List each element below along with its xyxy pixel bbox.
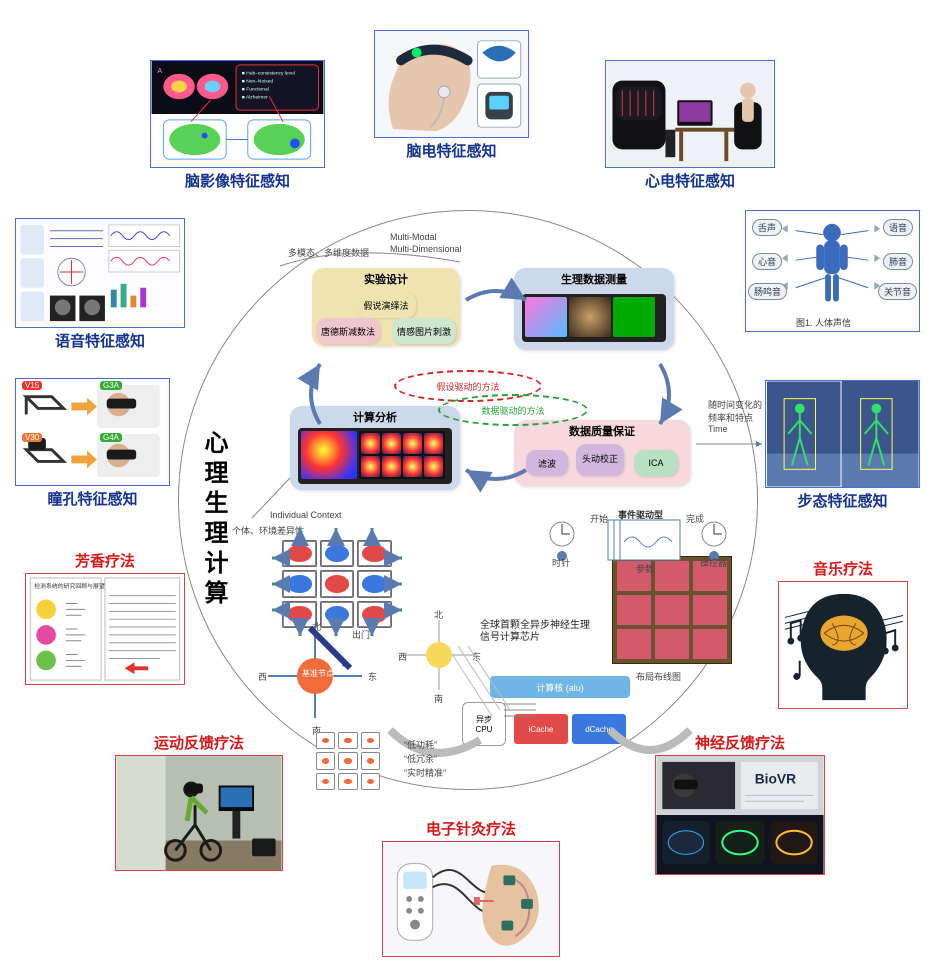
- node-body-sound: 舌声 语音 心音 肺音 肠鸣音 关节音 图1. 人体声信 体音特征感知: [745, 210, 920, 231]
- vertical-title: 心理生理计算: [196, 430, 231, 610]
- compute-label: 计算核 (alu): [536, 681, 584, 694]
- thumb-speech: [15, 218, 185, 328]
- chip-die: [612, 556, 732, 664]
- thumb-music: [778, 581, 908, 709]
- ellipse-data-driven-text: 数据驱动的方法: [481, 404, 544, 417]
- pupil-badge-1: G3A: [100, 381, 122, 390]
- thumb-ecg: [605, 60, 775, 168]
- body-sound-chip-5: 关节音: [878, 283, 917, 300]
- node-e-acupuncture: 电子针灸疗法: [382, 818, 560, 957]
- svg-text:BioVR: BioVR: [755, 772, 796, 787]
- nsew-w: 西: [258, 670, 267, 683]
- event-block: 事件驱动型 开始 完成 时针 操控器 参数: [540, 512, 736, 564]
- chip-title: 全球首颗全异步神经生理信号计算芯片: [480, 620, 590, 644]
- label-pupil: 瞳孔特征感知: [47, 488, 137, 509]
- body-sound-chip-0: 舌声: [752, 219, 782, 236]
- svg-text:■ Non–Noised: ■ Non–Noised: [242, 79, 274, 85]
- node-gait: 步态特征感知: [765, 380, 920, 511]
- thumb-aroma: 检测系统的研究回顾与展望: [25, 573, 185, 685]
- body-sound-caption: 图1. 人体声信: [796, 316, 851, 329]
- label-neuro-bf: 神经反馈疗法: [695, 732, 785, 753]
- node-pupil: V15 G3A V30 G4A 瞳孔特征感知: [15, 378, 170, 509]
- event-sub-left: 时针: [552, 556, 570, 569]
- node-eeg: 脑电特征感知: [374, 30, 529, 161]
- label-speech: 语音特征感知: [55, 330, 145, 351]
- bullet-2: “实时精准”: [404, 766, 446, 779]
- label-gait: 步态特征感知: [797, 490, 887, 511]
- pupil-badge-3: G4A: [100, 433, 122, 442]
- event-left: 开始: [590, 512, 608, 525]
- body-sound-chip-1: 语音: [883, 219, 913, 236]
- label-ecg: 心电特征感知: [645, 170, 735, 191]
- node-aroma: 检测系统的研究回顾与展望 芳香疗法: [25, 550, 185, 685]
- svg-text:■ Functional: ■ Functional: [242, 86, 269, 92]
- thumb-body-sound: 舌声 语音 心音 肺音 肠鸣音 关节音 图1. 人体声信: [745, 210, 920, 332]
- event-right: 完成: [686, 512, 704, 525]
- thumb-exercise-bf: [115, 755, 283, 871]
- annot-time-arrow: [690, 394, 770, 450]
- svg-text:■ Alzheimer: ■ Alzheimer: [242, 94, 268, 100]
- thumb-pupil: V15 G3A V30 G4A: [15, 378, 170, 486]
- node-exercise-bf: 运动反馈疗法: [115, 732, 283, 871]
- nsew2-w: 西: [398, 650, 407, 663]
- ellipse-hypothesis-text: 假设驱动的方法: [436, 380, 499, 393]
- label-aroma: 芳香疗法: [75, 550, 135, 571]
- pupil-badge-0: V15: [22, 381, 42, 390]
- thumb-gait: [765, 380, 920, 488]
- bullet-1: “低冗余”: [404, 752, 437, 765]
- bullet-0: “低功耗”: [404, 738, 437, 751]
- pupil-badge-2: V30: [22, 433, 42, 442]
- svg-text:A: A: [158, 68, 163, 75]
- label-music: 音乐疗法: [813, 558, 873, 579]
- thick-arrow-1: [300, 618, 370, 688]
- node-music: 音乐疗法: [778, 558, 908, 709]
- label-exercise-bf: 运动反馈疗法: [154, 732, 244, 753]
- label-e-acupuncture: 电子针灸疗法: [426, 818, 516, 839]
- node-brain-imaging: A ■ Hub–consistency level ■ Non–Noised ■…: [150, 60, 325, 191]
- body-sound-chip-2: 心音: [752, 253, 782, 270]
- event-sub-mid: 参数: [636, 562, 654, 575]
- grid-dots: [316, 732, 380, 790]
- chip-layout-label: 布局布线图: [636, 670, 681, 683]
- body-sound-chip-4: 肠鸣音: [748, 283, 787, 300]
- label-brain-imaging: 脑影像特征感知: [185, 170, 290, 191]
- svg-text:■ Hub–consistency level: ■ Hub–consistency level: [242, 71, 295, 77]
- thumb-brain-imaging: A ■ Hub–consistency level ■ Non–Noised ■…: [150, 60, 325, 168]
- infographic-stage: 心理生理计算 A ■ Hub–consistency level ■ Non–N…: [0, 0, 935, 960]
- thumb-e-acupuncture: [382, 841, 560, 957]
- svg-text:检测系统的研究回顾与展望: 检测系统的研究回顾与展望: [34, 582, 105, 590]
- nsew2-n: 北: [434, 608, 443, 621]
- event-sub-right: 操控器: [700, 556, 727, 569]
- node-ecg: 心电特征感知: [605, 60, 775, 191]
- annot-bl-line: [246, 474, 326, 524]
- body-sound-chip-3: 肺音: [883, 253, 913, 270]
- hatch: [452, 646, 512, 716]
- thumb-eeg: [374, 30, 529, 138]
- node-speech: 语音特征感知: [15, 218, 185, 351]
- label-eeg: 脑电特征感知: [406, 140, 496, 161]
- ellipse-data-driven: 数据驱动的方法: [438, 394, 588, 426]
